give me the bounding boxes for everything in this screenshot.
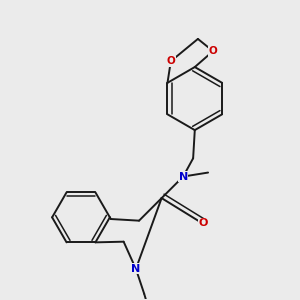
- Text: O: O: [167, 56, 175, 66]
- Text: O: O: [198, 218, 208, 228]
- Text: N: N: [131, 264, 140, 274]
- Text: O: O: [209, 46, 218, 56]
- Text: N: N: [178, 172, 188, 182]
